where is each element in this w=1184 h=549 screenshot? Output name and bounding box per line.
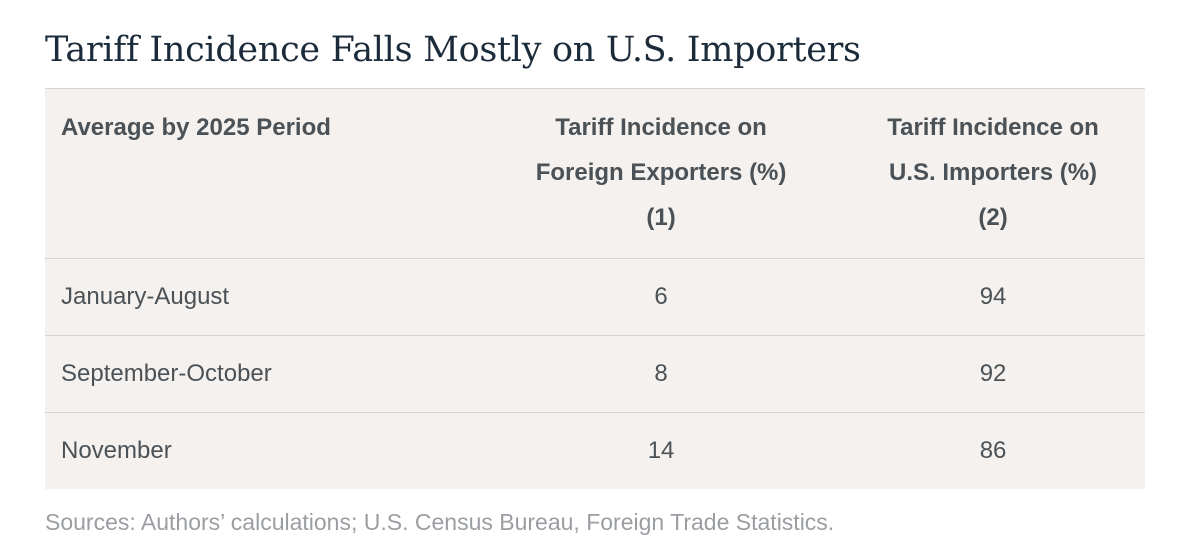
header-period: Average by 2025 Period	[45, 89, 481, 259]
header-foreign-line-3: (1)	[646, 204, 676, 231]
source-note: Sources: Authors’ calculations; U.S. Cen…	[45, 509, 835, 535]
table-row: November 14 86	[45, 412, 1145, 489]
table-row: September-October 8 92	[45, 335, 1145, 413]
row-period: November	[45, 412, 481, 489]
header-foreign-line-1: Tariff Incidence on	[555, 114, 767, 141]
header-row: Average by 2025 Period Tariff Incidence …	[45, 89, 1145, 259]
row-foreign-exporters-value: 6	[481, 258, 842, 336]
row-period: January-August	[45, 258, 481, 336]
row-us-importers-value: 86	[841, 412, 1145, 489]
header-foreign-line-2: Foreign Exporters (%)	[535, 159, 787, 186]
table-row: January-August 6 94	[45, 258, 1145, 336]
header-period-line: Average by 2025 Period	[61, 114, 331, 141]
table-title: Tariff Incidence Falls Mostly on U.S. Im…	[45, 30, 861, 70]
data-table: Average by 2025 Period Tariff Incidence …	[45, 89, 1145, 489]
table-header: Average by 2025 Period Tariff Incidence …	[45, 89, 1145, 259]
header-us-line-1: Tariff Incidence on	[887, 114, 1099, 141]
header-us-line-2: U.S. Importers (%)	[889, 159, 1098, 186]
row-us-importers-value: 92	[841, 335, 1145, 413]
header-us-line-3: (2)	[978, 204, 1008, 231]
incidence-table: Average by 2025 Period Tariff Incidence …	[45, 88, 1145, 489]
row-us-importers-value: 94	[841, 258, 1145, 336]
row-foreign-exporters-value: 8	[481, 335, 842, 413]
row-foreign-exporters-value: 14	[481, 412, 842, 489]
header-foreign-exporters: Tariff Incidence on Foreign Exporters (%…	[481, 89, 841, 259]
table-body: January-August 6 94 September-October 8 …	[45, 258, 1145, 489]
header-us-importers: Tariff Incidence on U.S. Importers (%) (…	[841, 89, 1145, 259]
row-period: September-October	[45, 335, 481, 413]
